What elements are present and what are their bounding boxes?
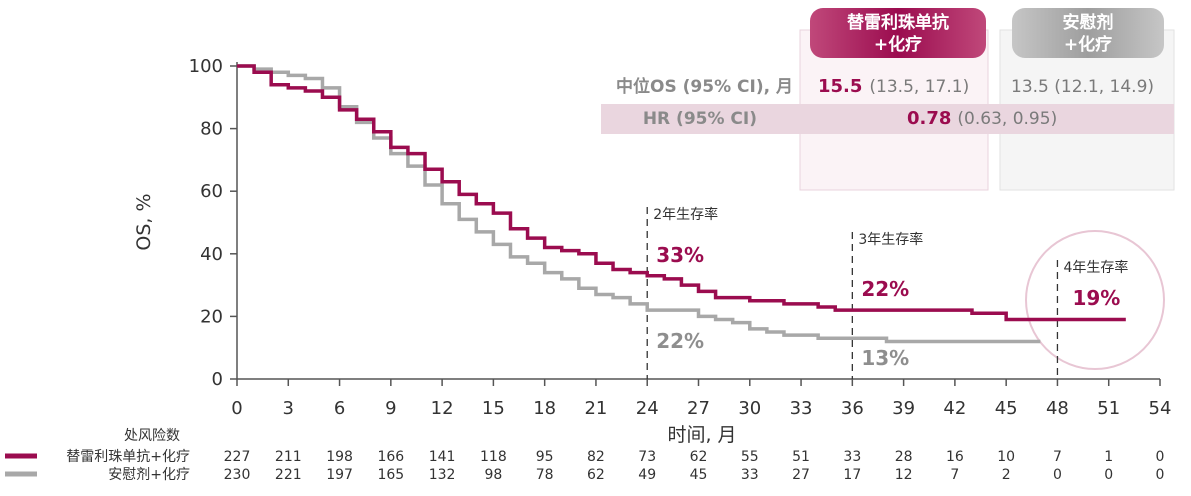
x-tick-label: 21	[584, 398, 607, 419]
milestone-treatment-pct: 19%	[1072, 286, 1120, 310]
risk-count: 165	[377, 467, 404, 483]
x-tick-label: 27	[687, 398, 710, 419]
median-os-placebo: 13.5 (12.1, 14.9)	[1011, 77, 1154, 97]
risk-count: 62	[587, 467, 605, 483]
risk-count: 0	[1053, 467, 1062, 483]
risk-count: 141	[429, 449, 456, 465]
hr-row-band	[601, 104, 1174, 134]
x-tick-label: 15	[482, 398, 505, 419]
x-tick-label: 3	[283, 398, 294, 419]
treatment-header-line1: 替雷利珠单抗	[847, 12, 949, 33]
y-tick-label: 40	[200, 244, 223, 265]
risk-count: 12	[895, 467, 913, 483]
median-os-treatment: 15.5 (13.5, 17.1)	[818, 76, 969, 97]
risk-count: 33	[843, 449, 861, 465]
risk-count: 95	[536, 449, 554, 465]
risk-count: 27	[792, 467, 810, 483]
risk-count: 2	[1002, 467, 1011, 483]
x-tick-label: 51	[1097, 398, 1120, 419]
x-tick-label: 42	[943, 398, 966, 419]
risk-count: 55	[741, 449, 759, 465]
milestone-placebo-pct: 13%	[861, 346, 909, 370]
y-tick-label: 20	[200, 306, 223, 327]
treatment-header-pill	[810, 8, 986, 58]
risk-count: 10	[997, 449, 1015, 465]
x-tick-label: 48	[1046, 398, 1069, 419]
risk-count: 230	[224, 467, 251, 483]
median-os-treatment-value: 15.5	[818, 76, 862, 97]
milestone-label: 2年生存率	[653, 206, 718, 223]
risk-count: 45	[690, 467, 708, 483]
risk-count: 28	[895, 449, 913, 465]
y-tick-label: 100	[189, 56, 223, 77]
x-tick-label: 30	[738, 398, 761, 419]
milestone-treatment-pct: 22%	[861, 277, 909, 301]
risk-count: 1	[1104, 449, 1113, 465]
hr-label: HR (95% CI)	[643, 109, 757, 129]
x-axis-title: 时间, 月	[667, 424, 736, 446]
series-line	[237, 64, 1126, 322]
risk-count: 33	[741, 467, 759, 483]
risk-count: 62	[690, 449, 708, 465]
x-tick-label: 18	[533, 398, 556, 419]
x-tick-label: 45	[995, 398, 1018, 419]
risk-count: 0	[1104, 467, 1113, 483]
milestone-treatment-pct: 33%	[656, 243, 704, 267]
risk-count: 17	[843, 467, 861, 483]
hr-value: 0.78	[907, 108, 951, 129]
risk-table: 替雷利珠单抗+化疗 227 211 198 166 141 118 95 82 73 62 55 51 3…	[5, 449, 1164, 483]
risk-count: 7	[1053, 449, 1062, 465]
y-tick-label: 60	[200, 181, 223, 202]
risk-count: 132	[429, 467, 456, 483]
risk-count: 221	[275, 467, 302, 483]
milestone-placebo-pct: 22%	[656, 329, 704, 353]
risk-count: 0	[1156, 449, 1165, 465]
risk-count: 73	[638, 449, 656, 465]
milestone-label: 4年生存率	[1063, 259, 1128, 276]
x-tick-label: 0	[231, 398, 242, 419]
risk-count: 166	[377, 449, 404, 465]
risk-count: 49	[638, 467, 656, 483]
milestone-markers: 2年生存率 33% 22% 3年生存率 22% 13% 4年生存率 19%	[646, 206, 1128, 379]
risk-count: 7	[950, 467, 959, 483]
x-tick-label: 12	[431, 398, 454, 419]
y-tick-label: 80	[200, 119, 223, 140]
median-os-label: 中位OS (95% CI), 月	[616, 76, 793, 97]
risk-count: 227	[224, 449, 251, 465]
risk-row-label: 安慰剂+化疗	[108, 466, 190, 483]
risk-count: 78	[536, 467, 554, 483]
hr-ci: (0.63, 0.95)	[957, 109, 1057, 129]
hr-value-group: 0.78 (0.63, 0.95)	[907, 108, 1057, 129]
x-tick-label: 54	[1149, 398, 1172, 419]
risk-count: 0	[1156, 467, 1165, 483]
median-os-treatment-ci: (13.5, 17.1)	[869, 77, 969, 97]
placebo-header-pill	[1012, 8, 1164, 58]
x-tick-label: 39	[892, 398, 915, 419]
milestone-label: 3年生存率	[858, 231, 923, 248]
x-tick-label: 36	[841, 398, 864, 419]
survival-curves	[237, 64, 1126, 344]
y-tick-label: 0	[212, 369, 223, 390]
x-tick-label: 9	[385, 398, 396, 419]
risk-table-title: 处风险数	[124, 428, 180, 444]
x-tick-label: 6	[334, 398, 345, 419]
risk-count: 211	[275, 449, 302, 465]
risk-count: 16	[946, 449, 964, 465]
x-tick-label: 24	[636, 398, 659, 419]
y-axis-title: OS, %	[133, 193, 155, 250]
risk-count: 82	[587, 449, 605, 465]
risk-count: 198	[326, 449, 353, 465]
x-tick-label: 33	[790, 398, 813, 419]
risk-row-label: 替雷利珠单抗+化疗	[66, 449, 190, 465]
placebo-header-line2: +化疗	[1064, 34, 1112, 55]
risk-count: 118	[480, 449, 507, 465]
treatment-header-line2: +化疗	[874, 34, 922, 55]
risk-count: 51	[792, 449, 810, 465]
placebo-header-line1: 安慰剂	[1063, 12, 1114, 33]
risk-count: 197	[326, 467, 353, 483]
four-year-highlight-circle	[1025, 230, 1165, 370]
risk-count: 98	[484, 467, 502, 483]
